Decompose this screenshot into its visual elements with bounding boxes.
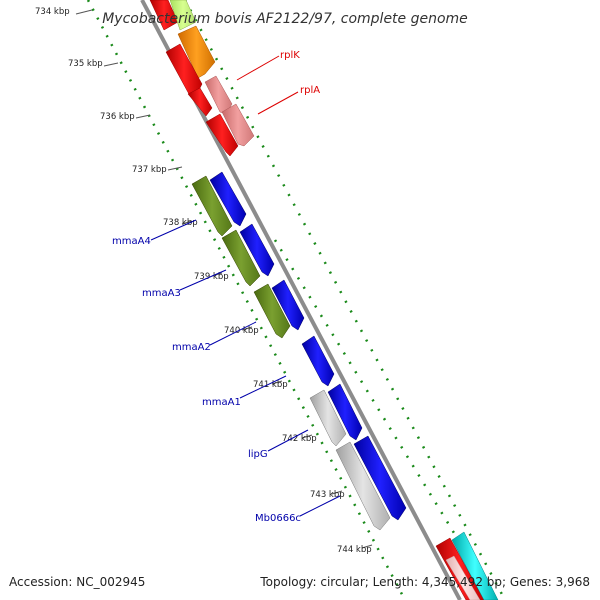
- tick-label: 736 kbp: [100, 112, 135, 122]
- gene-feature-rplA[interactable]: [187, 87, 213, 117]
- gene-label-mmaA4[interactable]: mmaA4: [112, 236, 151, 247]
- gene-feature-blue-2[interactable]: [239, 223, 275, 277]
- tick-marks: [75, 9, 373, 549]
- tick-labels: 734 kbp 735 kbp 736 kbp 737 kbp 738 kbp …: [35, 7, 372, 555]
- gene-feature-Mb0666c[interactable]: [335, 441, 391, 531]
- tick-label: 740 kbp: [224, 326, 259, 336]
- gene-feature[interactable]: [169, 0, 197, 31]
- gene-label-mmaA1[interactable]: mmaA1: [202, 397, 241, 408]
- tick-label: 742 kbp: [282, 434, 317, 444]
- gene-feature-lipG[interactable]: [309, 389, 347, 447]
- gene-feature-mmaA1[interactable]: [301, 335, 335, 387]
- gene-feature-cyan-bottom[interactable]: [451, 531, 499, 600]
- gene-feature-mmaA2[interactable]: [253, 283, 291, 339]
- gene-label-lipG[interactable]: lipG: [248, 449, 268, 460]
- outer-dotted-track-2: [273, 239, 497, 600]
- gene-feature-mmaA4[interactable]: [191, 175, 233, 237]
- tick-label: 743 kbp: [310, 490, 345, 500]
- gene-feature-blue-1[interactable]: [209, 171, 247, 227]
- gene-feature-lightpink-bottom[interactable]: [445, 555, 481, 600]
- gene-feature-red-3[interactable]: [205, 113, 239, 157]
- gene-label-rplK[interactable]: rplK: [280, 50, 300, 61]
- tick-label: 734 kbp: [35, 7, 70, 17]
- gene-label-mmaA2[interactable]: mmaA2: [172, 342, 211, 353]
- tick-label: 741 kbp: [253, 380, 288, 390]
- label-leaders: [150, 55, 341, 517]
- outer-dotted-track-1: [183, 0, 507, 600]
- tick-label: 735 kbp: [68, 59, 103, 69]
- tick-label: 737 kbp: [132, 165, 167, 175]
- accession-text: Accession: NC_002945: [9, 575, 145, 589]
- inner-dotted-track: [86, 0, 407, 600]
- map-title: Mycobacterium bovis AF2122/97, complete …: [102, 11, 468, 27]
- gene-label-Mb0666c[interactable]: Mb0666c: [255, 513, 301, 524]
- gene-feature-blue-3[interactable]: [271, 279, 305, 331]
- gene-feature-blue-4[interactable]: [327, 383, 363, 441]
- gene-feature-mmaA3[interactable]: [221, 229, 261, 287]
- gene-feature-blue-5[interactable]: [353, 435, 407, 521]
- gene-label-mmaA3[interactable]: mmaA3: [142, 288, 181, 299]
- tick-label: 744 kbp: [337, 545, 372, 555]
- tick-label: 738 kbp: [163, 218, 198, 228]
- gene-label-rplA[interactable]: rplA: [300, 85, 320, 96]
- gene-feature-pink-2[interactable]: [221, 103, 255, 147]
- tick-label: 739 kbp: [194, 272, 229, 282]
- genome-summary-text: Topology: circular; Length: 4,345,492 bp…: [259, 575, 590, 589]
